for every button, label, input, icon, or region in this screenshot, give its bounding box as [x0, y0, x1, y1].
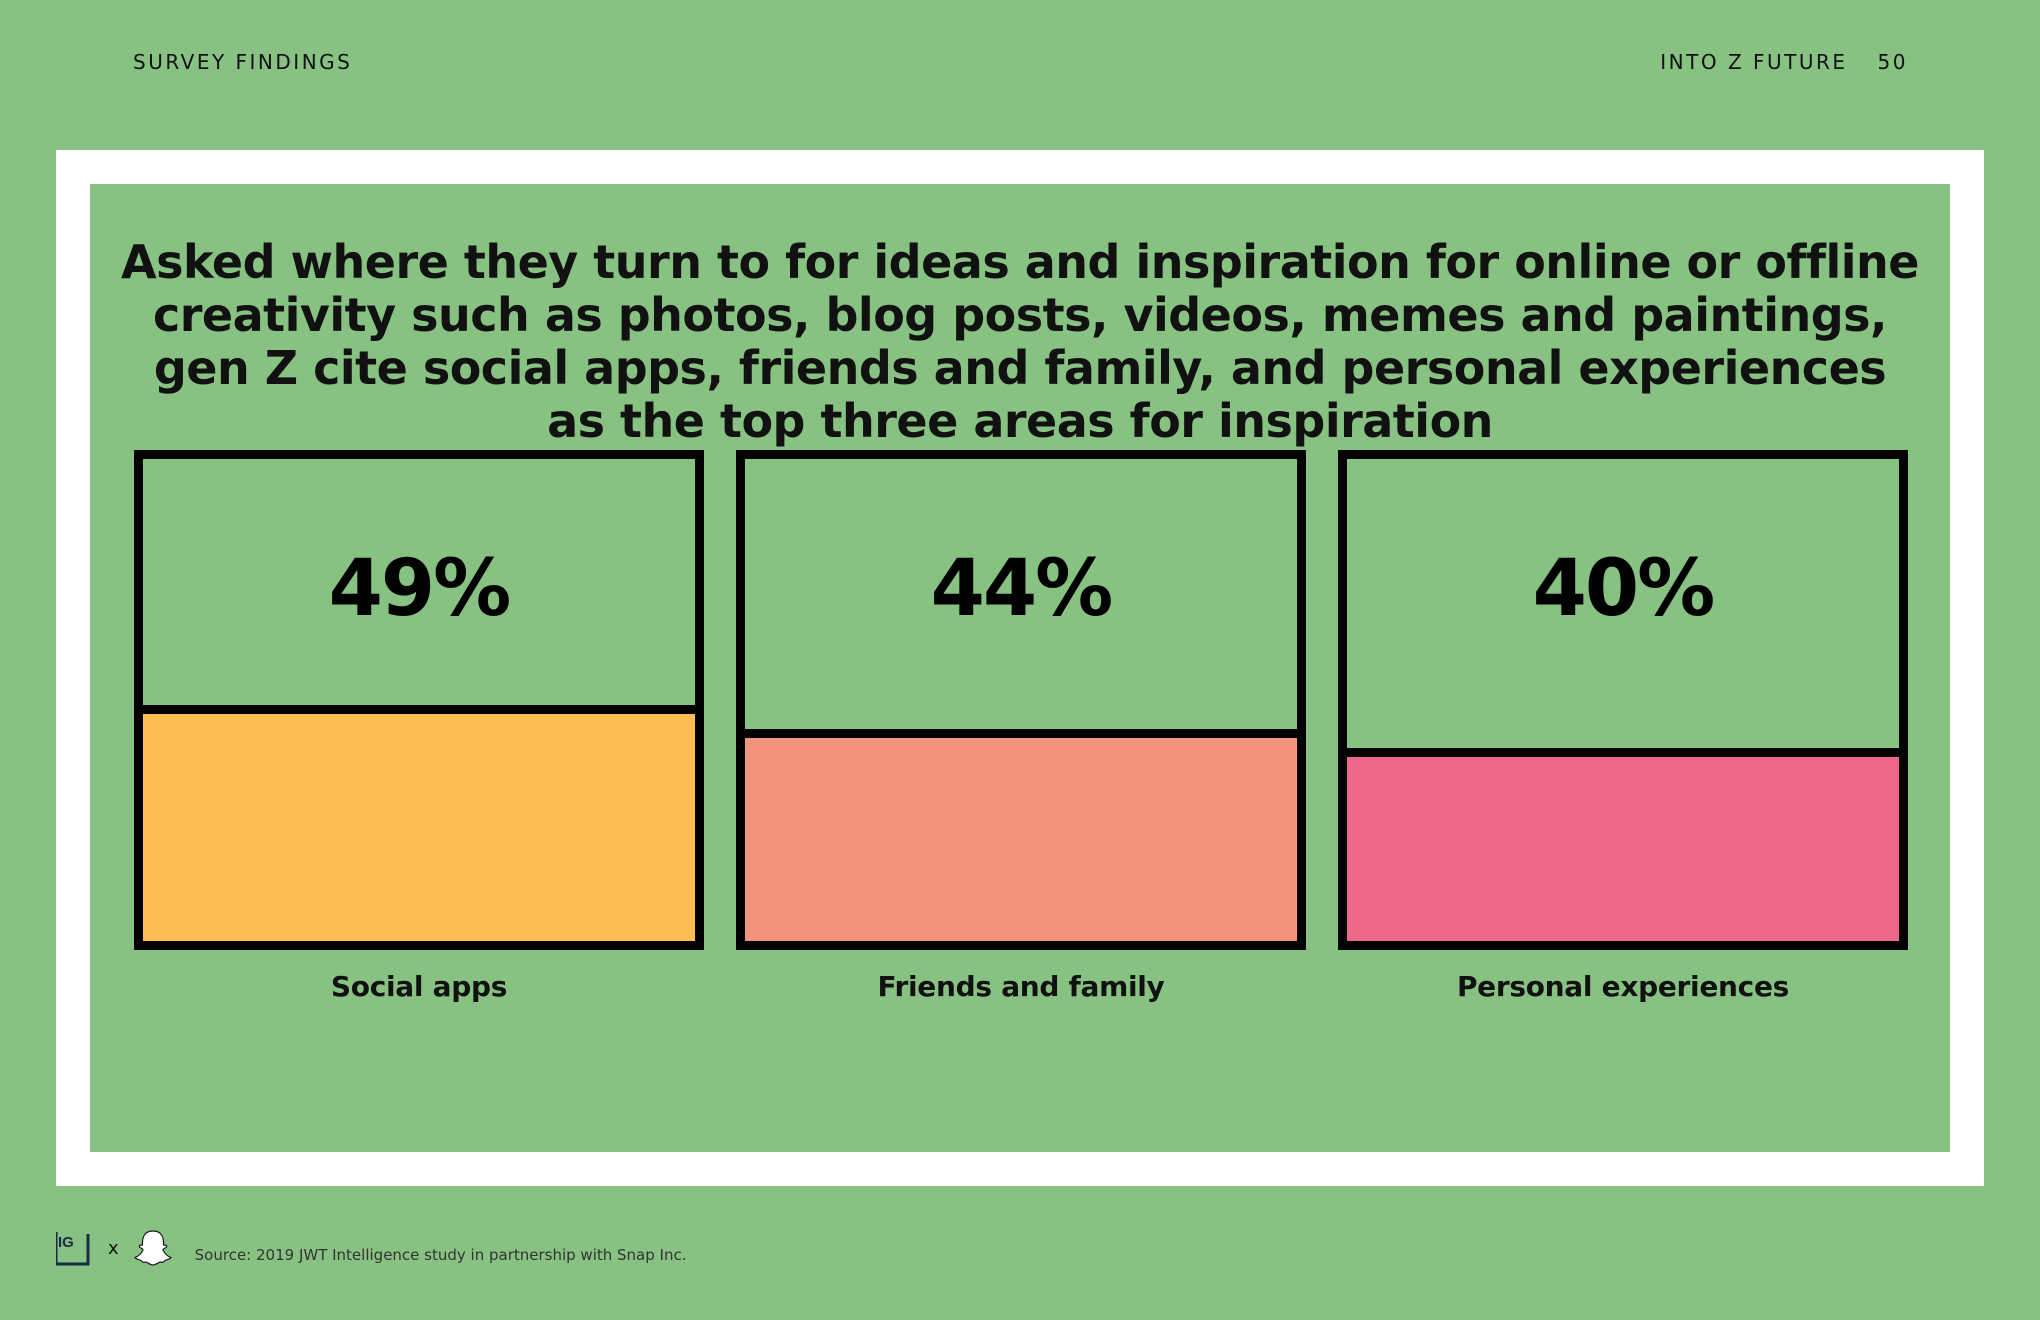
publication-title: INTO Z FUTURE	[1660, 50, 1848, 74]
bar-card-personal-experiences: 40%	[1338, 450, 1908, 950]
value-label: 44%	[930, 544, 1114, 634]
category-label: Personal experiences	[1456, 970, 1790, 1003]
jwt-intelligence-logo-icon: IG	[56, 1232, 90, 1266]
footer: IG x Source: 2019 JWT Intelligence study…	[56, 1228, 686, 1268]
chart-title: Asked where they turn to for ideas and i…	[121, 235, 1919, 448]
value-label: 40%	[1532, 544, 1716, 634]
value-label: 49%	[328, 544, 512, 634]
bar-fill	[745, 729, 1297, 941]
bar-fill	[1347, 748, 1899, 941]
bar-fill	[143, 705, 695, 941]
bar-card-social-apps: 49%	[134, 450, 704, 950]
logo-separator: x	[108, 1237, 119, 1259]
page-header-right: INTO Z FUTURE 50	[1660, 50, 1908, 74]
category-label: Social apps	[330, 970, 508, 1003]
svg-text:IG: IG	[58, 1234, 74, 1251]
chart-frame: Asked where they turn to for ideas and i…	[56, 150, 1984, 1186]
section-label: SURVEY FINDINGS	[133, 50, 353, 74]
bar-card-friends-family: 44%	[736, 450, 1306, 950]
page-number: 50	[1877, 50, 1908, 74]
source-note: Source: 2019 JWT Intelligence study in p…	[194, 1246, 687, 1264]
category-label: Friends and family	[877, 970, 1165, 1003]
chart-panel: Asked where they turn to for ideas and i…	[90, 184, 1950, 1152]
snapchat-ghost-icon	[133, 1230, 172, 1266]
